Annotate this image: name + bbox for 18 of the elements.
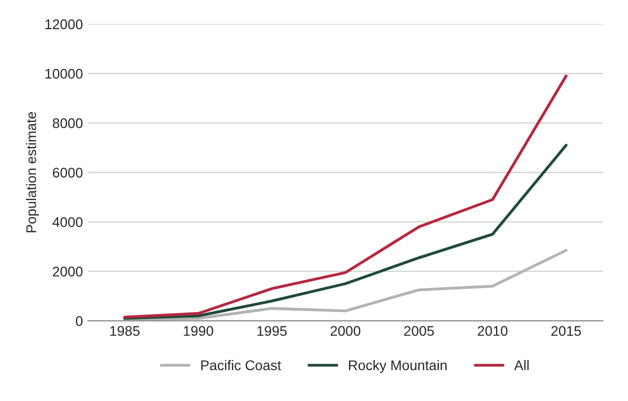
x-tick-label: 1985: [110, 326, 140, 336]
x-tick-label: 2000: [330, 326, 360, 336]
y-axis-title: Population estimate: [26, 112, 39, 232]
x-tick-label: 1990: [184, 326, 214, 336]
y-tick-label: 4000: [52, 217, 83, 228]
x-tick-label: 1995: [257, 326, 287, 336]
y-tick-label: 0: [76, 316, 83, 326]
x-tick-label: 2005: [404, 326, 434, 336]
y-tick-label: 2000: [52, 266, 83, 277]
x-tick-label: 2010: [478, 326, 508, 336]
y-tick-label: 6000: [52, 168, 83, 178]
y-tick-label: 12000: [46, 19, 83, 30]
x-tick-label: 2015: [551, 326, 581, 336]
legend-label: All: [514, 360, 529, 370]
legend-label: Pacific Coast: [201, 360, 282, 370]
y-tick-label: 8000: [52, 118, 83, 128]
legend-label: Rocky Mountain: [349, 360, 447, 373]
y-tick-label: 10000: [46, 68, 83, 79]
